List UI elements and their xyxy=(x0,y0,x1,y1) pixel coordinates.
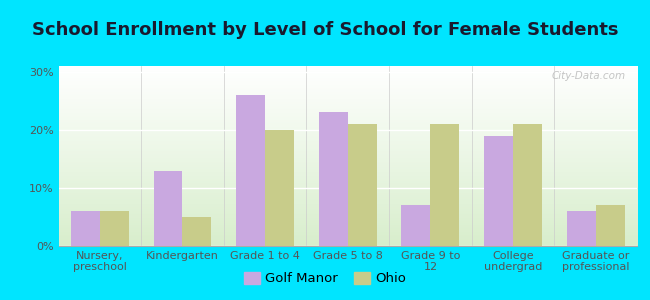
Bar xyxy=(484,136,513,246)
Bar xyxy=(430,124,460,246)
Bar xyxy=(595,206,625,246)
Bar xyxy=(318,112,348,246)
Text: School Enrollment by Level of School for Female Students: School Enrollment by Level of School for… xyxy=(32,21,618,39)
Text: City-Data.com: City-Data.com xyxy=(551,71,625,81)
Bar xyxy=(236,95,265,246)
Bar xyxy=(567,211,595,246)
Bar xyxy=(183,217,211,246)
Bar xyxy=(265,130,294,246)
Bar xyxy=(71,211,100,246)
Bar xyxy=(348,124,377,246)
Bar xyxy=(100,211,129,246)
Bar xyxy=(153,170,183,246)
Legend: Golf Manor, Ohio: Golf Manor, Ohio xyxy=(239,266,411,290)
Bar xyxy=(402,206,430,246)
Bar xyxy=(513,124,542,246)
